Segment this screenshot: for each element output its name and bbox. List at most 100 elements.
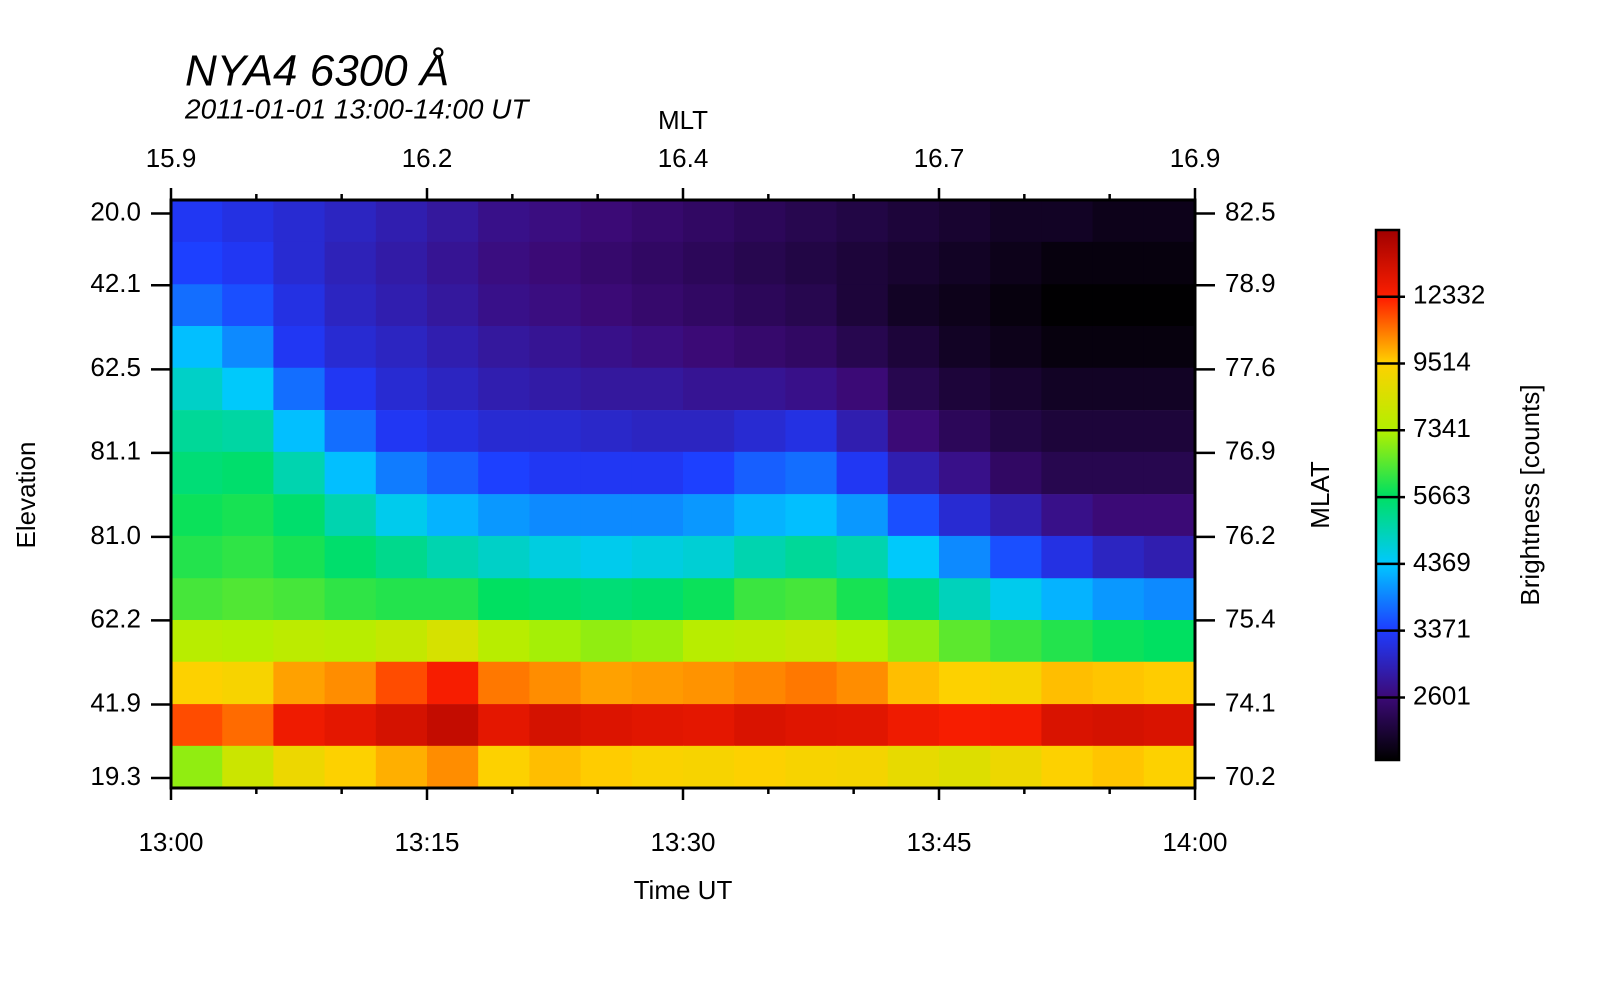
heatmap-cell — [222, 620, 274, 663]
heatmap-cell — [683, 284, 735, 327]
y-tick-label: 62.5 — [90, 352, 141, 382]
heatmap-cell — [171, 620, 223, 663]
heatmap — [171, 200, 1196, 789]
heatmap-cell — [478, 367, 530, 411]
heatmap-cell — [734, 745, 786, 789]
heatmap-cell — [580, 326, 633, 369]
heatmap-cell — [171, 326, 223, 369]
y2-axis-label: MLAT — [1305, 461, 1335, 529]
heatmap-cell — [683, 200, 735, 243]
heatmap-cell — [1041, 535, 1094, 579]
heatmap-cell — [580, 451, 633, 495]
heatmap-cell — [171, 578, 223, 621]
heatmap-cell — [939, 200, 991, 243]
heatmap-cell — [785, 494, 838, 537]
heatmap-cell — [375, 451, 428, 495]
heatmap-cell — [990, 494, 1042, 537]
heatmap-cell — [273, 494, 326, 537]
heatmap-cell — [939, 661, 991, 705]
heatmap-cell — [990, 578, 1042, 621]
heatmap-cell — [222, 704, 274, 747]
heatmap-cell — [375, 284, 428, 327]
heatmap-cell — [427, 620, 479, 663]
heatmap-cell — [734, 661, 786, 705]
heatmap-cell — [478, 241, 530, 285]
y2-tick-label: 70.2 — [1225, 761, 1276, 791]
colorbar-tick-label: 2601 — [1413, 680, 1471, 710]
heatmap-cell — [734, 410, 786, 453]
heatmap-cell — [683, 410, 735, 453]
heatmap-cell — [222, 326, 274, 369]
heatmap-cell — [222, 745, 274, 789]
heatmap-cell — [734, 704, 786, 747]
heatmap-cell — [887, 200, 940, 243]
heatmap-cell — [580, 410, 633, 453]
colorbar-tick-label: 9514 — [1413, 346, 1471, 376]
heatmap-cell — [375, 578, 428, 621]
chart-subtitle: 2011-01-01 13:00-14:00 UT — [184, 93, 530, 124]
heatmap-cell — [324, 367, 377, 411]
heatmap-cell — [324, 661, 377, 705]
y2-tick-label: 76.9 — [1225, 436, 1276, 466]
heatmap-cell — [580, 494, 633, 537]
heatmap-cell — [1092, 241, 1145, 285]
heatmap-cell — [734, 326, 786, 369]
heatmap-cell — [1041, 661, 1094, 705]
chart-title: NYA4 6300 Å — [185, 47, 449, 96]
heatmap-cell — [836, 241, 889, 285]
heatmap-cell — [785, 620, 838, 663]
heatmap-cell — [1041, 451, 1094, 495]
heatmap-cell — [171, 745, 223, 789]
heatmap-cell — [273, 745, 326, 789]
heatmap-cell — [273, 451, 326, 495]
heatmap-cell — [273, 200, 326, 243]
heatmap-cell — [939, 578, 991, 621]
heatmap-cell — [427, 578, 479, 621]
heatmap-cell — [478, 704, 530, 747]
heatmap-cell — [324, 241, 377, 285]
heatmap-cell — [990, 745, 1042, 789]
heatmap-cell — [273, 367, 326, 411]
heatmap-cell — [478, 326, 530, 369]
heatmap-cell — [1143, 200, 1196, 243]
heatmap-cell — [1092, 535, 1145, 579]
heatmap-cell — [1143, 326, 1196, 369]
heatmap-cell — [1143, 241, 1196, 285]
heatmap-cell — [1143, 661, 1196, 705]
heatmap-cell — [427, 661, 479, 705]
heatmap-cell — [836, 578, 889, 621]
heatmap-cell — [1041, 620, 1094, 663]
heatmap-cell — [375, 494, 428, 537]
heatmap-cell — [273, 535, 326, 579]
y-tick-label: 19.3 — [90, 761, 141, 791]
heatmap-cell — [631, 284, 684, 327]
heatmap-cell — [1143, 367, 1196, 411]
heatmap-cell — [631, 620, 684, 663]
heatmap-cell — [580, 241, 633, 285]
heatmap-cell — [324, 535, 377, 579]
heatmap-cell — [734, 535, 786, 579]
heatmap-cell — [939, 494, 991, 537]
heatmap-cell — [427, 410, 479, 453]
heatmap-cell — [683, 661, 735, 705]
heatmap-cell — [324, 578, 377, 621]
heatmap-cell — [1092, 284, 1145, 327]
heatmap-cell — [683, 451, 735, 495]
heatmap-cell — [171, 535, 223, 579]
heatmap-cell — [375, 241, 428, 285]
y2-tick-label: 82.5 — [1225, 196, 1276, 226]
heatmap-cell — [836, 367, 889, 411]
y2-tick-label: 77.6 — [1225, 352, 1276, 382]
heatmap-cell — [171, 704, 223, 747]
heatmap-cell — [529, 494, 582, 537]
heatmap-cell — [1092, 200, 1145, 243]
x2-tick-label: 15.9 — [146, 143, 197, 173]
heatmap-cell — [990, 284, 1042, 327]
heatmap-cell — [529, 410, 582, 453]
heatmap-cell — [887, 620, 940, 663]
x-tick-label: 13:45 — [906, 827, 971, 857]
heatmap-cell — [887, 494, 940, 537]
heatmap-cell — [1041, 367, 1094, 411]
heatmap-cell — [222, 200, 274, 243]
heatmap-cell — [683, 367, 735, 411]
